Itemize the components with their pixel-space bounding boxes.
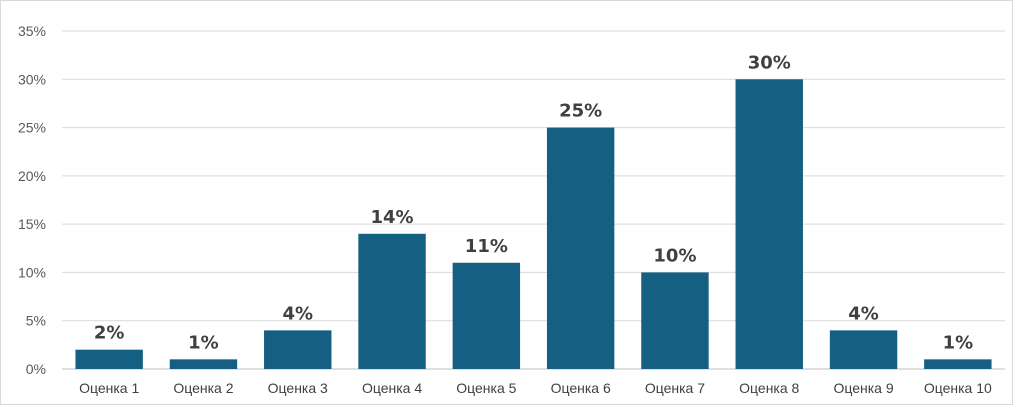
x-tick-label-6: Оценка 6 bbox=[551, 380, 611, 396]
bar-7 bbox=[641, 272, 709, 369]
bar-3 bbox=[264, 330, 332, 369]
bar-6 bbox=[546, 127, 615, 369]
x-tick-label-1: Оценка 1 bbox=[79, 380, 139, 396]
y-tick-label-5: 5% bbox=[26, 313, 46, 329]
x-tick-label-10: Оценка 10 bbox=[924, 380, 992, 396]
data-label-9: 4% bbox=[848, 303, 879, 324]
data-label-1: 2% bbox=[94, 323, 125, 344]
y-tick-label-30: 30% bbox=[18, 71, 46, 87]
y-tick-label-20: 20% bbox=[18, 168, 46, 184]
bar-4 bbox=[358, 233, 426, 369]
bar-2 bbox=[169, 359, 238, 369]
y-tick-label-10: 10% bbox=[18, 264, 46, 280]
y-axis-tick-layer: 0% 5% 10% 15% 20% 25% 30% 35% bbox=[18, 23, 46, 377]
y-tick-label-0: 0% bbox=[26, 361, 46, 377]
data-label-7: 10% bbox=[653, 245, 696, 266]
data-label-4: 14% bbox=[371, 207, 414, 228]
bar-10 bbox=[924, 359, 992, 369]
x-tick-label-8: Оценка 8 bbox=[739, 380, 799, 396]
bar-8 bbox=[735, 79, 803, 370]
bar-5 bbox=[452, 262, 521, 369]
x-tick-label-9: Оценка 9 bbox=[833, 380, 893, 396]
data-label-6: 25% bbox=[559, 101, 602, 122]
grid-layer bbox=[62, 30, 1005, 370]
bar-9 bbox=[829, 330, 898, 369]
bar-1 bbox=[75, 349, 143, 369]
data-label-3: 4% bbox=[282, 303, 313, 324]
x-tick-label-7: Оценка 7 bbox=[645, 380, 705, 396]
bar-layer bbox=[75, 79, 992, 370]
data-label-layer: 2% 1% 4% 14% 11% 25% 10% 30% 4% 1% bbox=[94, 52, 973, 353]
x-tick-label-2: Оценка 2 bbox=[173, 380, 233, 396]
data-label-10: 1% bbox=[943, 332, 974, 353]
y-tick-label-35: 35% bbox=[18, 23, 46, 39]
x-tick-label-3: Оценка 3 bbox=[268, 380, 328, 396]
x-tick-label-4: Оценка 4 bbox=[362, 380, 422, 396]
data-label-8: 30% bbox=[748, 52, 791, 73]
y-tick-label-15: 15% bbox=[18, 216, 46, 232]
data-label-5: 11% bbox=[465, 236, 508, 257]
data-label-2: 1% bbox=[188, 332, 219, 353]
x-axis-tick-layer: Оценка 1 Оценка 2 Оценка 3 Оценка 4 Оценка 5… bbox=[79, 380, 992, 396]
x-tick-label-5: Оценка 5 bbox=[456, 380, 516, 396]
y-tick-label-25: 25% bbox=[18, 120, 46, 136]
